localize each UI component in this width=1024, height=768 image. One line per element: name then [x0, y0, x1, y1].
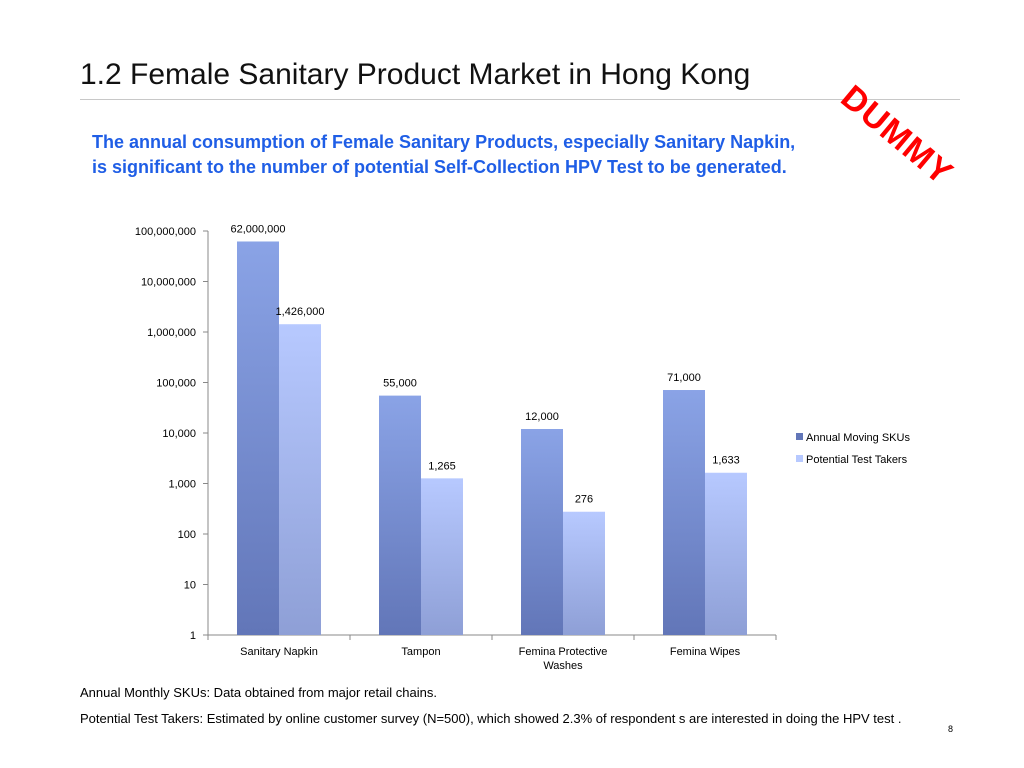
data-label: 1,426,000	[276, 306, 325, 318]
subtitle-line-2: is significant to the number of potentia…	[92, 157, 787, 177]
slide-title: 1.2 Female Sanitary Product Market in Ho…	[80, 58, 751, 91]
data-label: 1,265	[428, 460, 456, 472]
data-label: 12,000	[525, 411, 559, 423]
y-tick-label: 10,000,000	[141, 277, 196, 289]
bar-potential-test-takers	[705, 472, 747, 635]
y-tick-label: 10	[184, 580, 196, 592]
footnote-skus: Annual Monthly SKUs: Data obtained from …	[80, 685, 437, 700]
data-label: 55,000	[383, 378, 417, 390]
slide-subtitle: The annual consumption of Female Sanitar…	[92, 130, 912, 180]
x-category-label: Femina Protective	[519, 646, 608, 658]
data-label: 62,000,000	[230, 223, 285, 235]
bar-annual-moving-skus	[237, 241, 279, 635]
y-tick-label: 100,000	[156, 378, 196, 390]
data-label: 71,000	[667, 372, 701, 384]
x-category-label: Tampon	[401, 646, 440, 658]
x-category-label: Sanitary Napkin	[240, 646, 318, 658]
bar-annual-moving-skus	[521, 429, 563, 635]
y-tick-label: 10,000	[162, 428, 196, 440]
y-tick-label: 1,000,000	[147, 327, 196, 339]
bar-annual-moving-skus	[663, 390, 705, 635]
y-tick-label: 100	[178, 529, 196, 541]
legend-swatch	[796, 455, 803, 462]
y-tick-label: 1,000	[168, 479, 196, 491]
page-number: 8	[948, 724, 954, 734]
bar-potential-test-takers	[279, 324, 321, 635]
bar-potential-test-takers	[421, 478, 463, 635]
data-label: 276	[575, 494, 593, 506]
legend-swatch	[796, 433, 803, 440]
y-tick-label: 1	[190, 630, 196, 642]
title-divider	[80, 99, 960, 100]
legend-entry: Potential Test Takers	[806, 454, 908, 466]
bar-potential-test-takers	[563, 511, 605, 635]
x-category-label: Washes	[543, 660, 583, 672]
y-tick-label: 100,000,000	[135, 226, 196, 238]
legend-entry: Annual Moving SKUs	[806, 432, 910, 444]
subtitle-line-1: The annual consumption of Female Sanitar…	[92, 132, 796, 152]
footnote-test-takers: Potential Test Takers: Estimated by onli…	[80, 711, 902, 726]
bar-annual-moving-skus	[379, 395, 421, 635]
data-label: 1,633	[712, 455, 740, 467]
x-category-label: Femina Wipes	[670, 646, 741, 658]
